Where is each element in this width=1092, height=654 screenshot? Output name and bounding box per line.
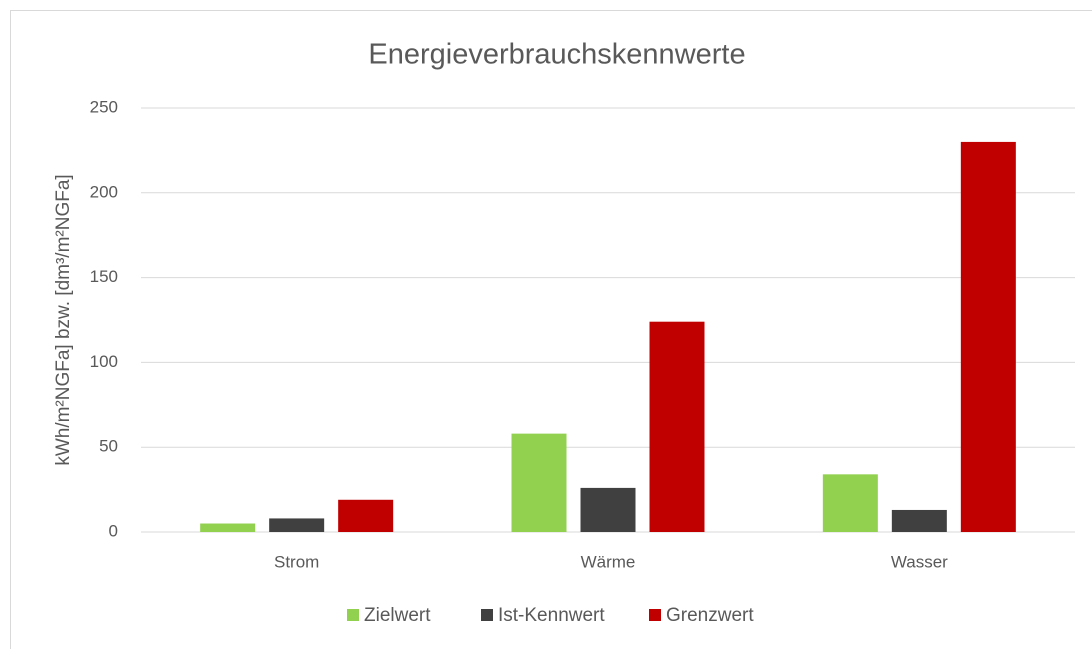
bar: [338, 500, 393, 532]
y-tick-label: 100: [90, 352, 118, 371]
legend-swatch: [481, 609, 493, 621]
bar: [823, 474, 878, 532]
bar: [269, 518, 324, 532]
x-tick-label: Wasser: [891, 552, 948, 571]
bar: [892, 510, 947, 532]
y-tick-label: 250: [90, 97, 118, 116]
y-tick-label: 0: [109, 521, 118, 540]
chart-title: Energieverbrauchskennwerte: [368, 39, 745, 71]
bar: [961, 142, 1016, 532]
x-tick-label: Strom: [274, 552, 319, 571]
legend-swatch: [649, 609, 661, 621]
y-tick-label: 150: [90, 267, 118, 286]
bar: [650, 322, 705, 532]
y-tick-label: 50: [99, 437, 118, 456]
x-tick-label: Wärme: [581, 552, 636, 571]
legend-swatch: [347, 609, 359, 621]
y-tick-label: 200: [90, 182, 118, 201]
bar: [581, 488, 636, 532]
bar: [200, 524, 255, 532]
legend-label: Zielwert: [364, 605, 431, 626]
bar: [512, 434, 567, 532]
legend-label: Grenzwert: [666, 605, 754, 626]
y-axis-label: kWh/m²NGFa] bzw. [dm³/m²NGFa]: [53, 174, 74, 465]
legend-label: Ist-Kennwert: [498, 605, 605, 626]
